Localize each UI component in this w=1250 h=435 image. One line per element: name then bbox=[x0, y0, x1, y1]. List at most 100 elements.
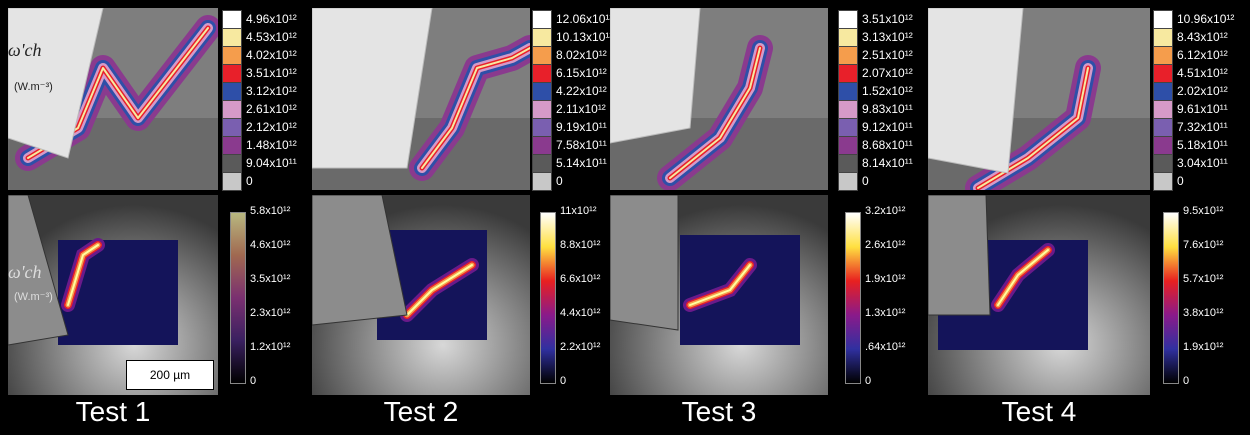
legend-swatch bbox=[222, 100, 242, 119]
legend-swatch bbox=[222, 118, 242, 137]
legend-label: 4.02x10¹² bbox=[246, 48, 297, 62]
legend-label: 4.53x10¹² bbox=[246, 30, 297, 44]
legend-swatch bbox=[222, 64, 242, 83]
colorbar-label: 6.6x10¹² bbox=[560, 273, 601, 285]
legend-label: 1.48x10¹² bbox=[246, 138, 297, 152]
heat-map bbox=[680, 235, 800, 345]
legend-label: 0 bbox=[246, 174, 253, 188]
legend-swatch bbox=[532, 136, 552, 155]
legend-swatch bbox=[532, 100, 552, 119]
tool bbox=[312, 195, 408, 326]
legend-swatch bbox=[838, 64, 858, 83]
colorbar bbox=[230, 212, 246, 384]
legend: 10.96x10¹² 8.43x10¹² 6.12x10¹² 4.51x10¹² 2.0… bbox=[1153, 10, 1248, 191]
legend-label: 8.02x10¹² bbox=[556, 48, 607, 62]
tool bbox=[8, 195, 69, 346]
top-symbol: ω'ch bbox=[8, 40, 42, 60]
legend-swatch bbox=[1153, 136, 1173, 155]
legend-swatch bbox=[838, 136, 858, 155]
colorbar-label: 5.8x10¹² bbox=[250, 205, 291, 217]
legend-label: 5.18x10¹¹ bbox=[1177, 138, 1228, 152]
legend-swatch bbox=[838, 154, 858, 173]
legend-label: 7.58x10¹¹ bbox=[556, 138, 607, 152]
legend-label: 2.51x10¹² bbox=[862, 48, 913, 62]
colorbar-label: 2.3x10¹² bbox=[250, 307, 291, 319]
colorbar-label: 2.2x10¹² bbox=[560, 341, 601, 353]
legend-swatch bbox=[222, 28, 242, 47]
tool bbox=[312, 8, 433, 169]
legend-swatch bbox=[532, 172, 552, 191]
legend-swatch bbox=[838, 118, 858, 137]
legend-label: 6.15x10¹² bbox=[556, 66, 607, 80]
bottom-symbol: ω'ch bbox=[8, 262, 42, 282]
heat-streak bbox=[67, 244, 99, 306]
legend-swatch bbox=[838, 10, 858, 29]
legend-swatch bbox=[838, 172, 858, 191]
legend-swatch bbox=[1153, 82, 1173, 101]
scale-bar: 200 µm bbox=[126, 360, 214, 390]
colorbar-label: 1.9x10¹² bbox=[865, 273, 906, 285]
legend-swatch bbox=[838, 28, 858, 47]
test-label: Test 3 bbox=[681, 396, 757, 427]
legend-swatch bbox=[222, 82, 242, 101]
colorbar-label: 1.3x10¹² bbox=[865, 307, 906, 319]
legend-label: 12.06x10¹² bbox=[556, 12, 614, 26]
legend-swatch bbox=[1153, 28, 1173, 47]
colorbar-label: 11x10¹² bbox=[560, 205, 597, 217]
legend-label: 10.96x10¹² bbox=[1177, 12, 1235, 26]
legend: 4.96x10¹² 4.53x10¹² 4.02x10¹² 3.51x10¹² 3.12… bbox=[222, 10, 317, 191]
legend-label: 1.52x10¹² bbox=[862, 84, 913, 98]
legend-swatch bbox=[532, 64, 552, 83]
legend: 3.51x10¹² 3.13x10¹² 2.51x10¹² 2.07x10¹² 1.52… bbox=[838, 10, 933, 191]
colorbar-label: 5.7x10¹² bbox=[1183, 273, 1224, 285]
heat-streak bbox=[406, 264, 473, 316]
tool bbox=[8, 8, 104, 159]
colorbar-label: 0 bbox=[250, 375, 257, 387]
test-label: Test 2 bbox=[383, 396, 459, 427]
legend-label: 7.32x10¹¹ bbox=[1177, 120, 1228, 134]
legend-swatch bbox=[1153, 154, 1173, 173]
simulation-image bbox=[610, 8, 828, 190]
legend-swatch bbox=[532, 82, 552, 101]
heat-contour bbox=[977, 67, 1089, 189]
simulation-image bbox=[312, 8, 530, 190]
legend-swatch bbox=[532, 154, 552, 173]
test-label: Test 4 bbox=[1001, 396, 1077, 427]
legend-swatch bbox=[1153, 46, 1173, 65]
colorbar bbox=[845, 212, 861, 384]
legend-swatch bbox=[222, 46, 242, 65]
legend-swatch bbox=[838, 82, 858, 101]
legend-swatch bbox=[1153, 172, 1173, 191]
colorbar-label: 3.5x10¹² bbox=[250, 273, 291, 285]
colorbar-label: 0 bbox=[560, 375, 567, 387]
legend-label: 3.51x10¹² bbox=[246, 66, 297, 80]
legend-label: 9.04x10¹¹ bbox=[246, 156, 297, 170]
colorbar-label: 9.5x10¹² bbox=[1183, 205, 1224, 217]
legend-label: 9.83x10¹¹ bbox=[862, 102, 913, 116]
legend-label: 6.12x10¹² bbox=[1177, 48, 1228, 62]
legend-swatch bbox=[838, 100, 858, 119]
legend: 12.06x10¹² 10.13x10¹² 8.02x10¹² 6.15x10¹² 4.… bbox=[532, 10, 627, 191]
legend-label: 0 bbox=[862, 174, 869, 188]
legend-label: 4.51x10¹² bbox=[1177, 66, 1228, 80]
colorbar-label: 0 bbox=[1183, 375, 1190, 387]
legend-label: 2.02x10¹² bbox=[1177, 84, 1228, 98]
colorbar-label: .64x10¹² bbox=[865, 341, 906, 353]
legend-label: 8.43x10¹² bbox=[1177, 30, 1228, 44]
legend-label: 2.12x10¹² bbox=[246, 120, 297, 134]
heat-contour bbox=[669, 47, 761, 179]
heat-contour bbox=[421, 47, 530, 169]
legend-label: 3.51x10¹² bbox=[862, 12, 913, 26]
legend-swatch bbox=[1153, 64, 1173, 83]
top-unit: (W.m⁻³) bbox=[14, 81, 53, 93]
legend-label: 4.22x10¹² bbox=[556, 84, 607, 98]
simulation-image bbox=[8, 8, 218, 190]
legend-swatch bbox=[222, 10, 242, 29]
colorbar-label: 4.6x10¹² bbox=[250, 239, 291, 251]
tool bbox=[610, 8, 701, 144]
legend-swatch bbox=[1153, 100, 1173, 119]
colorbar-label: 3.2x10¹² bbox=[865, 205, 906, 217]
legend-swatch bbox=[1153, 118, 1173, 137]
legend-label: 3.13x10¹² bbox=[862, 30, 913, 44]
